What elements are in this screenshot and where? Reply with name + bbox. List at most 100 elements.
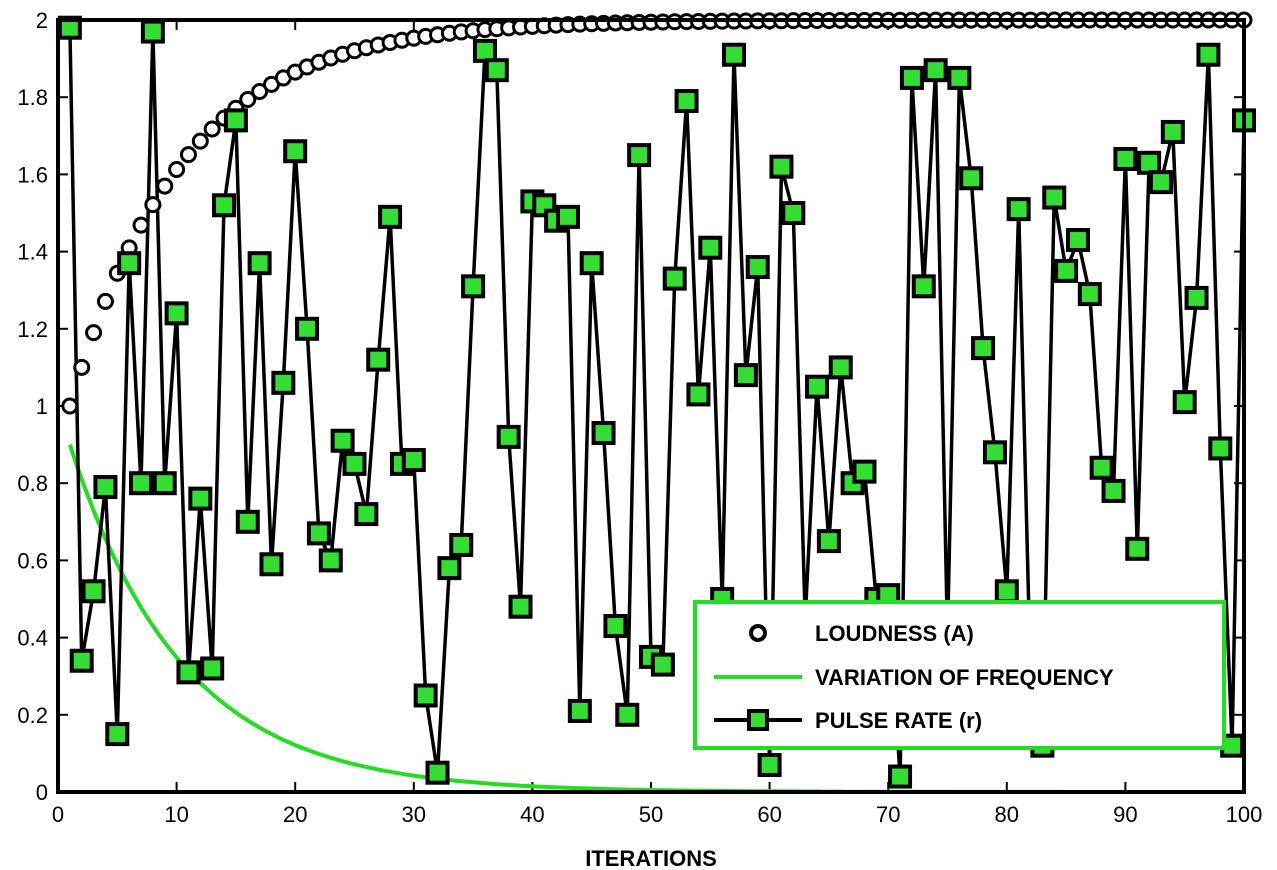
pulse-rate-point <box>508 594 533 619</box>
pulse-rate-point <box>757 752 782 777</box>
legend-marker-circle <box>749 624 767 642</box>
pulse-rate-point <box>1006 197 1031 222</box>
y-tick-label: 1 <box>36 394 48 419</box>
pulse-rate-point <box>129 471 154 496</box>
pulse-rate-point <box>188 486 213 511</box>
pulse-rate-point <box>911 274 936 299</box>
pulse-rate-point <box>164 301 189 326</box>
y-tick-label: 0.6 <box>17 548 48 573</box>
pulse-rate-point <box>342 451 367 476</box>
pulse-rate-point <box>1184 285 1209 310</box>
pulse-rate-point <box>1054 258 1079 283</box>
pulse-rate-point <box>1065 228 1090 253</box>
pulse-rate-point <box>354 502 379 527</box>
pulse-rate-point <box>1137 150 1162 175</box>
pulse-rate-point <box>378 204 403 229</box>
x-tick-label: 10 <box>164 802 188 827</box>
x-tick-label: 40 <box>520 802 544 827</box>
y-tick-label: 0.2 <box>17 703 48 728</box>
y-tick-label: 0.8 <box>17 471 48 496</box>
pulse-rate-point <box>212 193 237 218</box>
pulse-rate-point <box>1042 185 1067 210</box>
plot-frame <box>56 18 1246 794</box>
x-tick-label: 100 <box>1226 802 1263 827</box>
loudness-point <box>239 90 257 108</box>
pulse-rate-point <box>1148 170 1173 195</box>
pulse-rate-point <box>686 382 711 407</box>
pulse-rate-point <box>1113 146 1138 171</box>
pulse-rate-point <box>1125 536 1150 561</box>
pulse-rate-point <box>259 552 284 577</box>
pulse-rate-point <box>899 65 924 90</box>
pulse-rate-point <box>722 42 747 67</box>
pulse-rate-point <box>484 58 509 83</box>
pulse-rate-point <box>733 363 758 388</box>
legend-label-frequency: VARIATION OF FREQUENCY <box>815 665 1114 690</box>
y-tick-label: 1.2 <box>17 317 48 342</box>
x-tick-label: 20 <box>283 802 307 827</box>
pulse-rate-point <box>947 65 972 90</box>
x-tick-label: 30 <box>402 802 426 827</box>
pulse-rate-point <box>247 251 272 276</box>
x-tick-label: 70 <box>876 802 900 827</box>
loudness-point <box>85 324 103 342</box>
pulse-rate-point <box>627 143 652 168</box>
tick-labels: 0 10 20 30 40 50 60 70 80 90 100 0 0.2 0.4 0.6 0.8 1 1.2 1… <box>17 8 1262 827</box>
x-tick-label: 80 <box>995 802 1019 827</box>
x-tick-label: 0 <box>52 802 64 827</box>
x-tick-label: 90 <box>1113 802 1137 827</box>
y-tick-label: 0 <box>36 780 48 805</box>
loudness-point <box>179 146 197 164</box>
pulse-rate-point <box>1101 478 1126 503</box>
pulse-rate-point <box>888 764 913 789</box>
pulse-rate-point <box>223 108 248 133</box>
pulse-rate-point <box>1160 119 1185 144</box>
pulse-rate-point <box>295 316 320 341</box>
pulse-rate-point <box>152 471 177 496</box>
pulse-rate-point <box>781 201 806 225</box>
pulse-rate-point <box>306 521 331 546</box>
pulse-rate-point <box>579 251 604 276</box>
pulse-rate-point <box>555 204 580 229</box>
pulse-rate-point <box>769 154 794 179</box>
pulse-rate-point <box>662 266 687 291</box>
pulse-rate-point <box>591 421 616 446</box>
pulse-rate-point <box>496 424 521 449</box>
pulse-rate-point <box>69 648 94 673</box>
pulse-rate-point <box>603 614 628 639</box>
pulse-rate-point <box>982 440 1007 465</box>
y-tick-label: 1.8 <box>17 85 48 110</box>
y-tick-label: 1.4 <box>17 240 48 265</box>
pulse-rate-point <box>698 235 723 260</box>
pulse-rate-point <box>959 166 984 191</box>
loudness-point <box>251 83 269 101</box>
y-tick-label: 0.4 <box>17 626 48 651</box>
loudness-point <box>61 397 79 415</box>
legend-label-loudness: LOUDNESS (A) <box>815 621 974 646</box>
pulse-rate-point <box>140 19 165 44</box>
pulse-rate-point <box>93 475 118 500</box>
pulse-rate-point <box>200 656 225 681</box>
pulse-rate-point <box>401 448 426 473</box>
y-tick-label: 2 <box>36 8 48 33</box>
pulse-rate-point <box>425 760 450 785</box>
pulse-rate-point <box>674 89 699 114</box>
pulse-rate-point <box>994 579 1019 604</box>
x-tick-label: 60 <box>757 802 781 827</box>
pulse-rate-point <box>923 58 948 83</box>
pulse-rate-point <box>366 347 391 372</box>
legend-label-pulse-rate: PULSE RATE (r) <box>815 708 982 733</box>
pulse-rate-point <box>971 336 996 361</box>
pulse-rate-point <box>615 702 640 727</box>
loudness-point <box>144 196 162 214</box>
pulse-rate-point <box>1196 42 1221 67</box>
pulse-rate-point <box>413 683 438 708</box>
pulse-rate-point <box>330 428 355 453</box>
pulse-rate-point <box>283 139 308 164</box>
pulse-rate-point <box>235 509 260 534</box>
loudness-point <box>132 216 150 234</box>
pulse-rate-point <box>567 698 592 723</box>
pulse-rate-point <box>461 274 486 299</box>
x-axis-label: ITERATIONS <box>585 846 717 870</box>
pulse-rate-point <box>1077 282 1102 307</box>
